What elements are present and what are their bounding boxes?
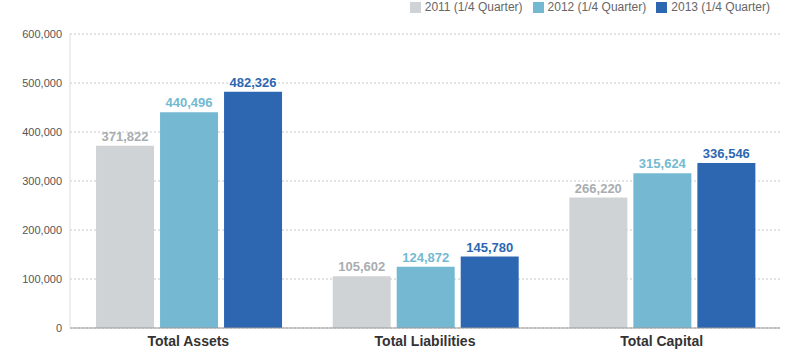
svg-text:Total Liabilities: Total Liabilities: [375, 333, 476, 349]
svg-text:500,000: 500,000: [22, 77, 62, 89]
svg-text:600,000: 600,000: [22, 28, 62, 40]
svg-text:105,602: 105,602: [338, 259, 385, 274]
svg-text:0: 0: [56, 322, 62, 334]
svg-text:440,496: 440,496: [166, 95, 213, 110]
svg-text:315,624: 315,624: [639, 156, 687, 171]
svg-text:300,000: 300,000: [22, 175, 62, 187]
html-text:2011 (1/4 Quarter): 2011 (1/4 Quarter): [424, 0, 523, 14]
svg-text:266,220: 266,220: [575, 181, 622, 196]
svg-text:124,872: 124,872: [402, 250, 449, 265]
svg-text:482,326: 482,326: [230, 75, 277, 90]
svg-text:400,000: 400,000: [22, 126, 62, 138]
svg-text:336,546: 336,546: [703, 146, 750, 161]
svg-text:145,780: 145,780: [466, 240, 513, 255]
svg-text:371,822: 371,822: [102, 129, 149, 144]
svg-text:100,000: 100,000: [22, 273, 62, 285]
html-text:2012 (1/4 Quarter): 2012 (1/4 Quarter): [547, 0, 647, 14]
svg-text:Total Capital: Total Capital: [620, 333, 703, 349]
svg-text:Total Assets: Total Assets: [147, 333, 229, 349]
svg-text:200,000: 200,000: [22, 224, 62, 236]
html-text:2013 (1/4 Quarter): 2013 (1/4 Quarter): [671, 0, 770, 14]
